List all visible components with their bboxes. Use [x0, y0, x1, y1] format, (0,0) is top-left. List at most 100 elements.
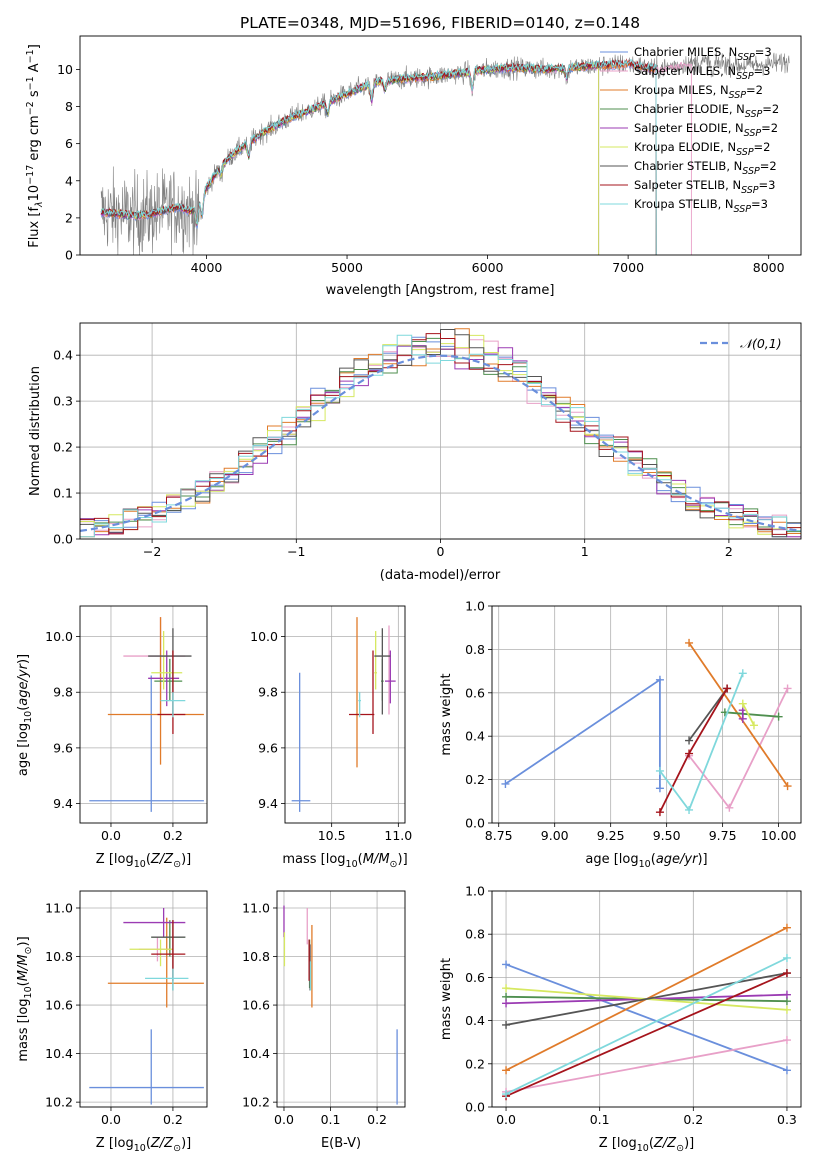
x-tick-label: 0.0	[101, 828, 121, 843]
label-part: age/yr	[656, 852, 699, 867]
legend-label: Salpeter ELODIE, NSSP=2	[634, 121, 778, 139]
label-part: (	[146, 852, 151, 867]
x-axis-label: wavelength [Angstrom, rest frame]	[326, 283, 555, 298]
label-part: Kroupa STELIB, N	[634, 197, 734, 211]
y-axis-label: age [log10(age/yr)]	[16, 654, 34, 776]
y-axis-label: Normed distribution	[28, 366, 43, 496]
weight-marker	[723, 684, 732, 693]
x-tick-label: 0.2	[367, 1112, 387, 1127]
legend-label: Kroupa ELODIE, NSSP=2	[634, 140, 771, 158]
x-tick-label: −1	[287, 544, 305, 559]
model-spectrum	[100, 59, 657, 255]
x-tick-label: 0	[437, 544, 445, 559]
weight-line	[688, 687, 728, 742]
y-tick-label: 10.4	[45, 1046, 73, 1061]
weight-marker	[774, 712, 783, 721]
weight-marker	[782, 1005, 791, 1014]
y-axis-label: mass [log10(M/M⊙)]	[16, 936, 34, 1061]
label-part: Kroupa ELODIE, N	[634, 140, 736, 154]
weight-vs-age-axes: 8.75 9.00 9.25 9.50 9.75 10.00 0.0 0.2 0.4 0.6 0.8…	[439, 599, 802, 870]
y-axis-label: mass weight	[439, 958, 454, 1040]
x-tick-label: 0.0	[496, 1112, 516, 1127]
y-tick-label: 0.1	[53, 486, 73, 501]
weight-line	[659, 672, 744, 812]
errorbar-kroupa-elodie	[374, 631, 377, 690]
weight-line	[724, 711, 779, 718]
y-tick-label: 0.2	[53, 440, 73, 455]
weight-marker	[502, 1066, 511, 1075]
y-tick-label: 10.2	[242, 1095, 270, 1110]
x-tick-label: 0.2	[683, 1112, 703, 1127]
y-tick-label: 10.8	[242, 949, 270, 964]
label-part: −1	[25, 49, 36, 63]
x-axis-label: Z [log10(Z/Z⊙)]	[599, 1136, 694, 1154]
x-tick-label: 1	[581, 544, 589, 559]
x-axis-label: age [log10(age/yr)]	[585, 852, 707, 870]
label-part: =3	[754, 64, 771, 78]
label-part: age [log	[16, 723, 31, 776]
x-axis-label: mass [log10(M/M⊙)]	[282, 852, 407, 870]
weight-marker	[738, 714, 747, 723]
y-tick-label: 10.8	[45, 949, 73, 964]
label-part: s	[27, 90, 42, 101]
errorbar-salpeter-stelib	[349, 650, 375, 734]
mass-vs-Z-axes: 0.0 0.210.210.410.610.811.0Z [log10(Z/Z⊙)…	[16, 890, 208, 1154]
legend-label: Chabrier ELODIE, NSSP=2	[634, 102, 779, 120]
weight-marker	[502, 960, 511, 969]
weight-marker	[685, 736, 694, 745]
legend-label: Salpeter MILES, NSSP=3	[634, 64, 771, 82]
normal-curve	[79, 354, 802, 532]
label-part: 10	[346, 859, 358, 870]
x-tick-label: 5000	[331, 260, 363, 275]
weight-vs-age-plot	[501, 638, 792, 817]
weight-series-salpeter-stelib	[655, 684, 732, 817]
label-part: Z [log	[599, 1136, 637, 1151]
y-tick-label: 0.2	[465, 772, 485, 787]
label-part: A	[27, 63, 42, 76]
errorbar-salpeter-miles	[123, 617, 186, 715]
y-axis-label-text: age [log10(age/yr)]	[16, 654, 34, 776]
y-tick-label: 0.2	[465, 1056, 485, 1071]
label-part: age [log	[585, 852, 638, 867]
weight-marker	[502, 984, 511, 993]
y-tick-label: 9.4	[53, 796, 73, 811]
label-part: )]	[697, 852, 707, 867]
y-axis-label: mass weight	[439, 673, 454, 755]
model-spectrum	[100, 58, 657, 255]
label-part: M/M	[363, 852, 390, 867]
errorbar-salpeter-elodie	[385, 650, 396, 704]
label-part: Z/Z	[653, 1136, 677, 1151]
x-tick-label: 0.0	[274, 1112, 294, 1127]
errorbar-salpeter-stelib	[151, 920, 186, 981]
y-tick-label: 8	[65, 99, 73, 114]
residual-legend: 𝒩(0,1)	[700, 336, 782, 351]
weight-line	[505, 957, 788, 1095]
x-axis-label: Z [log10(Z/Z⊙)]	[96, 1136, 191, 1154]
x-axis-label: E(B-V)	[321, 1136, 361, 1151]
weight-series-salpeter-miles	[502, 1036, 791, 1096]
spectrum-frame	[79, 35, 802, 256]
y-tick-label: 0.0	[465, 816, 485, 831]
label-part: Chabrier MILES, N	[634, 45, 737, 59]
weight-line	[688, 642, 789, 787]
weight-vs-Z-axes: 0.0 0.1 0.2 0.3 0.0 0.2 0.4 0.6 0.8 1.0 Z [log10(Z…	[439, 884, 802, 1154]
label-part: 10	[23, 711, 34, 723]
legend-label: 𝒩(0,1)	[740, 336, 782, 351]
model-spectrum	[100, 59, 657, 255]
y-tick-label: 10.6	[45, 998, 73, 1013]
label-part: −2	[25, 101, 36, 115]
weight-line	[505, 1039, 788, 1093]
y-tick-label: 11.0	[45, 900, 73, 915]
label-part: Chabrier ELODIE, N	[634, 102, 745, 116]
weight-marker	[501, 779, 510, 788]
label-part: 10	[134, 1143, 146, 1154]
label-part: =2	[746, 83, 763, 97]
y-tick-label: 0.8	[465, 927, 485, 942]
label-part: Flux [f	[27, 207, 42, 248]
label-part: )]	[181, 1136, 191, 1151]
errorbar-chabrier-miles	[89, 675, 204, 812]
label-part: =2	[762, 102, 779, 116]
weight-marker	[738, 699, 747, 708]
errorbar-chabrier-miles	[89, 1029, 204, 1105]
errorbar-kroupa-elodie	[151, 631, 183, 690]
